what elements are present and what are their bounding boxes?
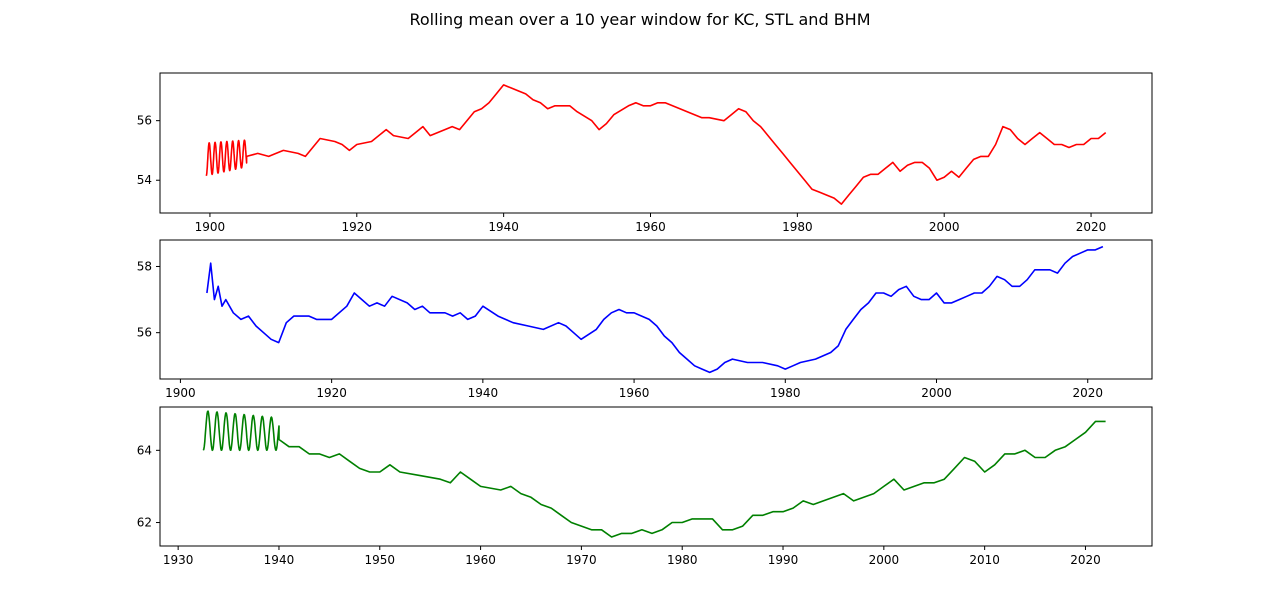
x-tick-label: 1980 (782, 220, 813, 234)
plot-frame-3 (159, 406, 1153, 547)
x-tick-label: 2020 (1070, 553, 1101, 567)
x-tick-label: 1980 (770, 386, 801, 400)
x-tick-label: 1900 (195, 220, 226, 234)
x-tick-label: 2000 (921, 386, 952, 400)
x-tick-label: 1920 (316, 386, 347, 400)
subplot-1: 1900 1920 1940 1960 1980 2000 2020 54 56 (137, 72, 1153, 234)
x-tick-label: 2020 (1072, 386, 1103, 400)
y-tick-label: 62 (137, 516, 152, 530)
x-tick-label: 1970 (566, 553, 597, 567)
x-tick-label: 1990 (768, 553, 799, 567)
x-tick-label: 1940 (468, 386, 499, 400)
y-tick-label: 58 (137, 259, 152, 273)
figure-title: Rolling mean over a 10 year window for K… (409, 10, 871, 29)
x-tick-label: 1940 (264, 553, 295, 567)
x-tick-label: 1950 (364, 553, 395, 567)
x-tick-label: 2000 (929, 220, 960, 234)
x-tick-label: 1980 (667, 553, 698, 567)
x-tick-label: 1960 (465, 553, 496, 567)
x-tick-label: 1900 (165, 386, 196, 400)
x-tick-label: 1940 (488, 220, 519, 234)
series-line-3-1 (202, 410, 1106, 538)
y-tick-label: 56 (137, 326, 152, 340)
y-tick-label: 54 (137, 173, 152, 187)
x-tick-label: 1930 (163, 553, 194, 567)
subplot-2: 1900 1920 1940 1960 1980 2000 2020 56 58 (137, 239, 1153, 400)
x-tick-label: 1920 (342, 220, 373, 234)
x-tick-label: 2000 (869, 553, 900, 567)
series-line-2-1 (206, 245, 1104, 374)
x-tick-label: 2010 (969, 553, 1000, 567)
series-line-1-1 (205, 84, 1107, 205)
x-tick-label: 1960 (619, 386, 650, 400)
y-tick-label: 64 (137, 443, 152, 457)
x-tick-label: 2020 (1076, 220, 1107, 234)
subplot-3: 1930 1940 1950 1960 1970 1980 1990 2000 2010 2020… (137, 406, 1153, 567)
y-tick-label: 56 (137, 114, 152, 128)
plot-frame-1 (159, 72, 1153, 214)
x-tick-label: 1960 (635, 220, 666, 234)
plot-frame-2 (159, 239, 1153, 380)
